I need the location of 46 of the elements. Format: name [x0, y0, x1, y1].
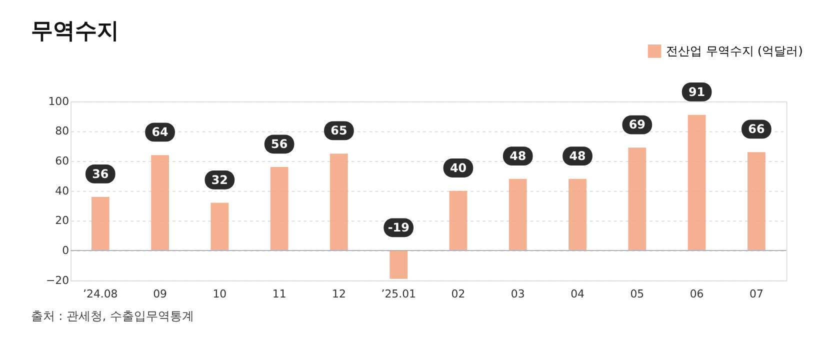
bar: [449, 190, 468, 251]
x-tick-label: 12: [332, 288, 346, 301]
bar: [390, 250, 408, 279]
legend-label: 전산업 무역수지 (억달러): [666, 44, 803, 58]
x-tick-label: 03: [510, 288, 525, 301]
x-tick-label: 05: [630, 288, 644, 301]
data-label: 65: [330, 124, 348, 138]
x-tick-label: ’24.08: [83, 288, 118, 301]
data-label: 48: [569, 149, 586, 164]
data-label: 69: [628, 118, 646, 132]
chart-title: 무역수지: [30, 18, 119, 44]
bar: [210, 202, 229, 251]
data-label: 64: [152, 125, 168, 140]
x-tick-label: 07: [749, 288, 764, 301]
x-tick-label: 06: [690, 288, 704, 301]
y-tick-label: −20: [46, 274, 70, 287]
x-tick-label: 11: [272, 288, 286, 301]
y-tick-label: 100: [48, 94, 70, 108]
bar: [270, 167, 288, 251]
data-label: 56: [271, 137, 288, 152]
x-tick-label: 10: [212, 288, 227, 301]
bar: [747, 152, 766, 251]
x-tick-label: ’25.01: [381, 288, 416, 301]
y-tick-label: 0: [62, 244, 70, 257]
data-label: -19: [388, 220, 410, 235]
data-label: 36: [92, 166, 109, 181]
bar: [91, 196, 110, 251]
x-tick-label: 09: [153, 288, 168, 301]
y-tick-label: 80: [55, 124, 70, 138]
bar: [508, 178, 527, 251]
y-tick-label: 20: [55, 214, 70, 228]
bar: [628, 148, 646, 251]
data-label: 40: [450, 160, 467, 175]
bar: [568, 178, 586, 251]
data-label: 66: [748, 122, 765, 136]
data-label: 91: [688, 84, 706, 99]
data-label: 48: [510, 149, 526, 164]
y-tick-label: 40: [55, 184, 70, 198]
data-label: 32: [211, 172, 228, 187]
bar: [151, 155, 169, 251]
x-tick-label: 02: [451, 288, 466, 301]
source-note: 출처 : 관세청, 수출입무역통계: [30, 309, 194, 324]
x-tick-label: 04: [570, 288, 585, 301]
bar: [330, 154, 348, 251]
y-tick-label: 60: [55, 154, 70, 168]
bar: [688, 114, 706, 251]
